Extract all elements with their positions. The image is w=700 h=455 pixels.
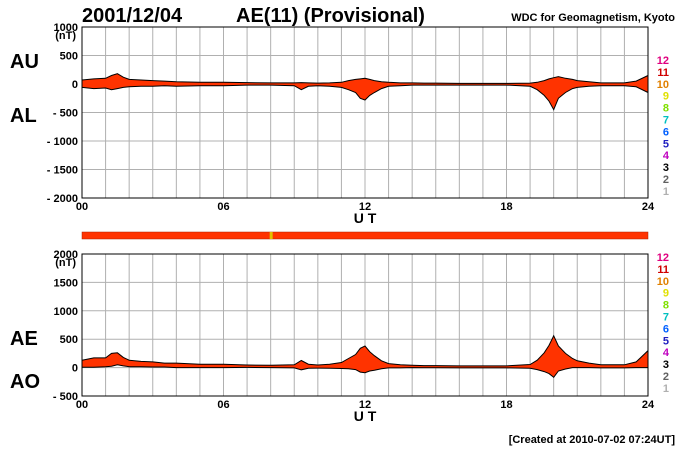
station-legend-label: 10 [657, 79, 669, 91]
plot-frame [81, 26, 649, 199]
y-tick-label: 500 [60, 51, 78, 63]
station-legend-label: 7 [663, 115, 669, 127]
x-tick-label: 18 [500, 201, 512, 213]
station-legend-label: 12 [657, 55, 669, 67]
station-legend-label: 5 [663, 138, 669, 150]
side-label-ae: AE [10, 328, 38, 350]
y-tick-label: 1500 [54, 277, 78, 289]
station-legend-label: 12 [657, 252, 669, 264]
source-label: WDC for Geomagnetism, Kyoto [511, 12, 675, 24]
station-legend-label: 5 [663, 335, 669, 347]
station-legend-label: 1 [663, 383, 669, 395]
y-tick-label: 0 [72, 363, 78, 375]
station-legend-label: 9 [663, 91, 669, 103]
station-legend-label: 2 [663, 371, 669, 383]
x-tick-label: 06 [217, 201, 229, 213]
y-tick-label: - 1000 [47, 136, 78, 148]
station-legend-label: 10 [657, 276, 669, 288]
y-tick-label: 1000 [54, 22, 78, 34]
x-tick-label: 12 [359, 399, 371, 411]
station-legend-label: 8 [663, 300, 669, 312]
x-tick-label: 00 [76, 201, 88, 213]
side-label-au: AU [10, 51, 39, 73]
y-tick-label: - 1500 [47, 165, 78, 177]
station-coverage-gap-mark [269, 232, 273, 239]
plot-date: 2001/12/04 [82, 5, 183, 27]
station-legend-label: 3 [663, 359, 669, 371]
station-legend-label: 9 [663, 288, 669, 300]
x-tick-label: 00 [76, 399, 88, 411]
plot-frame [81, 253, 649, 397]
created-timestamp: [Created at 2010-07-02 07:24UT] [509, 434, 676, 446]
series-line-ao [82, 364, 648, 379]
y-tick-label: 1000 [54, 306, 78, 318]
x-axis-label: U T [354, 210, 377, 226]
y-tick-label: - 500 [53, 108, 78, 120]
y-tick-label: - 500 [53, 391, 78, 403]
x-tick-label: 12 [359, 201, 371, 213]
x-tick-label: 24 [642, 201, 655, 213]
station-legend-label: 3 [663, 162, 669, 174]
side-label-al: AL [10, 105, 37, 127]
x-tick-label: 06 [217, 399, 229, 411]
y-tick-label: 0 [72, 79, 78, 91]
station-coverage-fill [81, 231, 649, 240]
x-tick-label: 24 [642, 399, 655, 411]
station-legend-label: 2 [663, 174, 669, 186]
series-line-au [81, 73, 649, 84]
au-al-panel: 1000 500 0 - 500 - 1000 - 1500 - 2000 (nT) 00 06 1… [10, 22, 670, 226]
plot-title: AE(11) (Provisional) [236, 5, 425, 27]
series-line-al [81, 84, 649, 111]
y-unit-label: (nT) [55, 257, 76, 269]
y-tick-label: - 2000 [47, 193, 78, 205]
station-coverage-bar [81, 231, 649, 240]
side-label-ao: AO [10, 371, 40, 393]
station-legend-label: 6 [663, 323, 669, 335]
series-line-ae [81, 334, 649, 367]
series-band-ae-ao [82, 335, 648, 378]
station-legend-label: 11 [657, 264, 669, 276]
station-legend-label: 11 [657, 67, 669, 79]
y-tick-label: 2000 [54, 249, 78, 261]
x-tick-label: 18 [500, 399, 512, 411]
y-unit-label: (nT) [55, 30, 76, 42]
x-axis-label: U T [354, 408, 377, 424]
station-legend-label: 6 [663, 126, 669, 138]
y-tick-label: 500 [60, 334, 78, 346]
station-legend-label: 4 [663, 347, 670, 359]
station-legend-label: 8 [663, 103, 669, 115]
station-legend-label: 4 [663, 150, 670, 162]
station-legend-label: 7 [663, 312, 669, 324]
station-legend-label: 1 [663, 186, 669, 198]
